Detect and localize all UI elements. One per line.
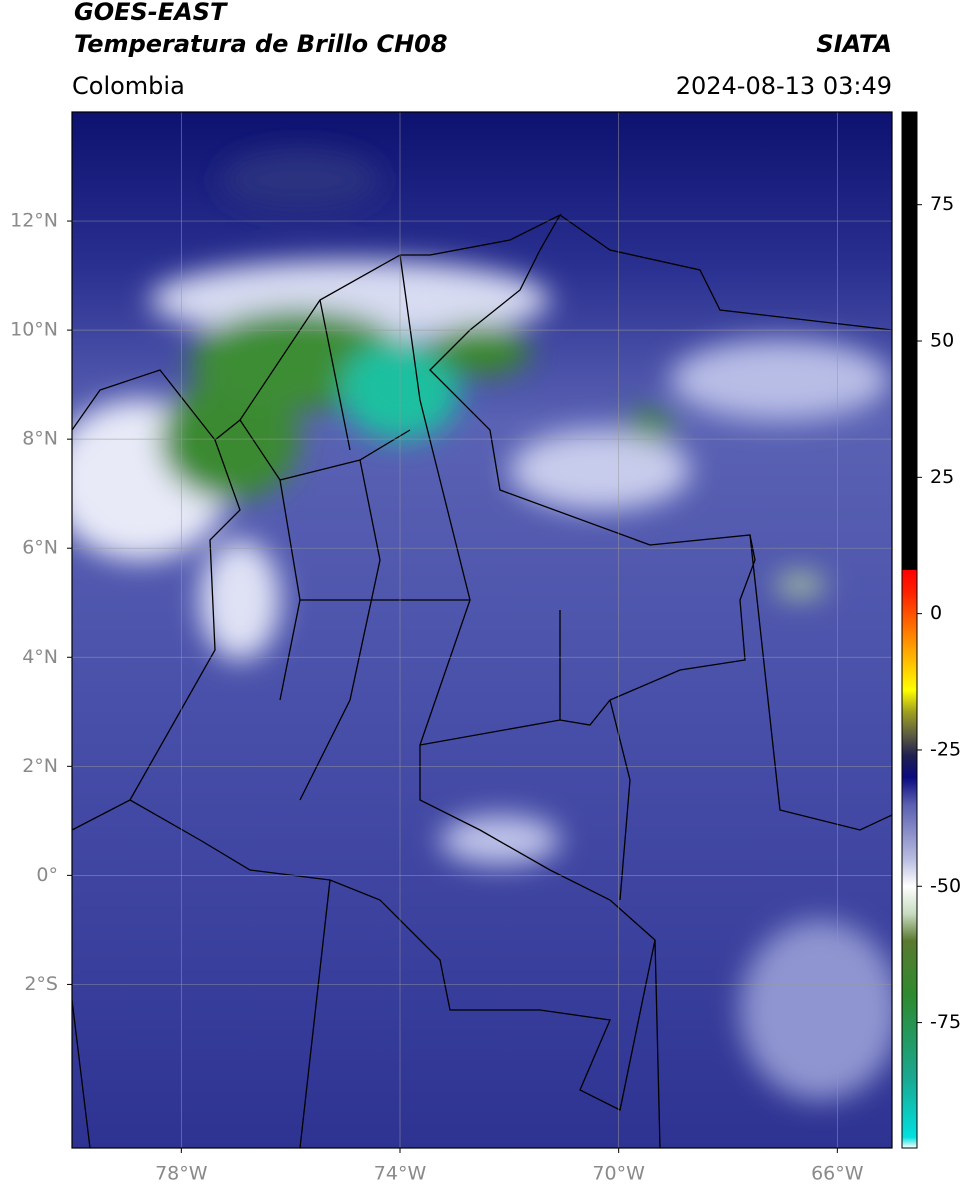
region: Colombia	[72, 72, 185, 100]
y-tick-label: 6°N	[22, 537, 58, 559]
colorbar-tick-label: -25	[930, 738, 961, 760]
x-tick-label: 70°W	[592, 1163, 645, 1185]
map	[72, 112, 892, 1148]
y-tick-label: 2°S	[24, 973, 58, 995]
map-frame	[71, 111, 893, 1149]
y-tick-label: 12°N	[10, 210, 58, 232]
source: SIATA	[816, 30, 892, 58]
datetime: 2024-08-13 03:49	[676, 72, 892, 100]
x-tick-label: 74°W	[374, 1163, 427, 1185]
colorbar-tick-label: -75	[930, 1011, 961, 1033]
colorbar	[901, 111, 918, 1149]
colorbar-tick-label: 50	[930, 330, 954, 352]
colorbar-tick-label: 75	[930, 193, 954, 215]
y-tick-label: 8°N	[22, 428, 58, 450]
clouds	[72, 150, 892, 1100]
x-tick-label: 78°W	[155, 1163, 208, 1185]
title: GOES-EAST	[74, 0, 228, 26]
department-border	[239, 254, 561, 801]
y-tick-label: 0°	[36, 864, 58, 886]
colorbar-tick-label: -50	[930, 875, 961, 897]
y-tick-label: 4°N	[22, 646, 58, 668]
country-border	[72, 214, 892, 1148]
colorbar-tick-label: 0	[930, 602, 942, 624]
subtitle: Temperatura de Brillo CH08	[74, 30, 448, 58]
y-tick-label: 2°N	[22, 755, 58, 777]
colorbar-tick-label: 25	[930, 466, 954, 488]
y-tick-label: 10°N	[10, 319, 58, 341]
x-tick-label: 66°W	[811, 1163, 864, 1185]
